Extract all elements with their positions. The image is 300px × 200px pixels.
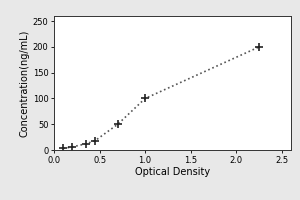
X-axis label: Optical Density: Optical Density (135, 167, 210, 177)
Y-axis label: Concentration(ng/mL): Concentration(ng/mL) (20, 29, 30, 137)
